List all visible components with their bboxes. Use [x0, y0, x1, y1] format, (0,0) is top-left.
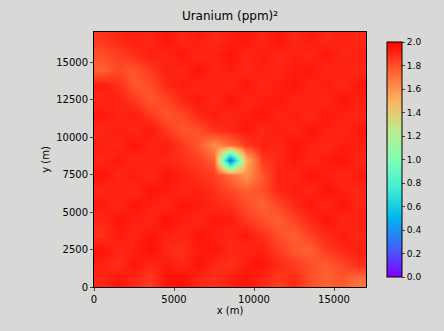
svg-text:x (m): x (m): [217, 305, 244, 316]
svg-text:5000: 5000: [161, 294, 186, 305]
svg-text:5000: 5000: [63, 207, 88, 218]
svg-text:0.4: 0.4: [407, 225, 422, 235]
svg-text:1.4: 1.4: [407, 108, 422, 118]
svg-text:0.8: 0.8: [407, 178, 422, 188]
svg-text:7500: 7500: [63, 169, 88, 180]
svg-text:1.6: 1.6: [407, 84, 422, 94]
svg-text:15000: 15000: [318, 294, 350, 305]
svg-text:12500: 12500: [56, 94, 88, 105]
svg-text:1.2: 1.2: [407, 131, 421, 141]
svg-text:0.0: 0.0: [407, 272, 422, 282]
svg-text:1.8: 1.8: [407, 61, 422, 71]
svg-text:0: 0: [91, 294, 97, 305]
svg-text:2500: 2500: [63, 244, 88, 255]
svg-text:y (m): y (m): [40, 146, 51, 173]
svg-text:0: 0: [82, 282, 88, 293]
svg-text:0.2: 0.2: [407, 249, 421, 259]
svg-text:10000: 10000: [56, 132, 88, 143]
svg-text:2.0: 2.0: [407, 37, 422, 47]
svg-text:15000: 15000: [56, 57, 88, 68]
svg-text:10000: 10000: [238, 294, 270, 305]
svg-text:1.0: 1.0: [407, 155, 422, 165]
svg-text:0.6: 0.6: [407, 202, 422, 212]
svg-text:Uranium (ppm)²: Uranium (ppm)²: [182, 9, 278, 23]
